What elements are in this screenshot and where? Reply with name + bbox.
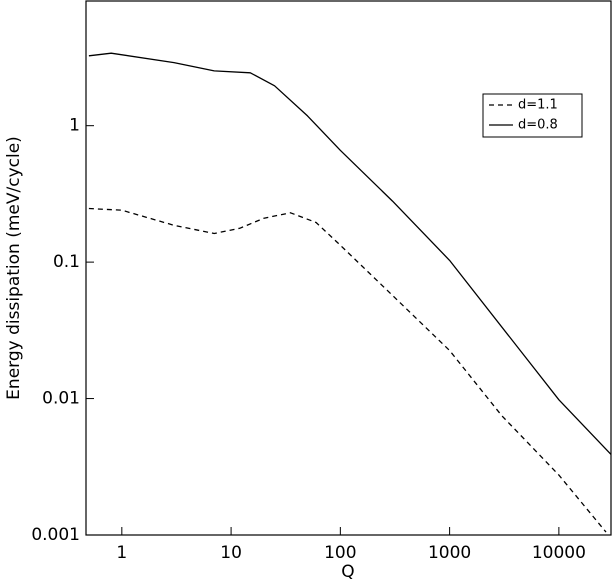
x-axis-label: Q bbox=[341, 562, 354, 582]
x-tick-label: 1000 bbox=[428, 543, 471, 563]
y-tick-label: 1 bbox=[69, 116, 80, 136]
line-series bbox=[88, 52, 612, 455]
legend-label: d=0.8 bbox=[518, 118, 558, 133]
y-axis-label: Energy dissipation (meV/cycle) bbox=[4, 136, 24, 400]
x-tick-label: 100 bbox=[324, 543, 356, 563]
y-tick-label: 0.01 bbox=[42, 389, 80, 409]
line-series bbox=[88, 207, 607, 533]
legend-label: d=1.1 bbox=[518, 98, 558, 113]
x-tick-label: 10000 bbox=[532, 543, 586, 563]
y-tick-label: 0.001 bbox=[31, 525, 80, 545]
x-tick-label: 10 bbox=[220, 543, 242, 563]
plot-frame bbox=[85, 0, 612, 536]
y-tick-label: 0.1 bbox=[53, 252, 80, 272]
x-tick-label: 1 bbox=[116, 543, 127, 563]
legend-box bbox=[482, 93, 583, 138]
